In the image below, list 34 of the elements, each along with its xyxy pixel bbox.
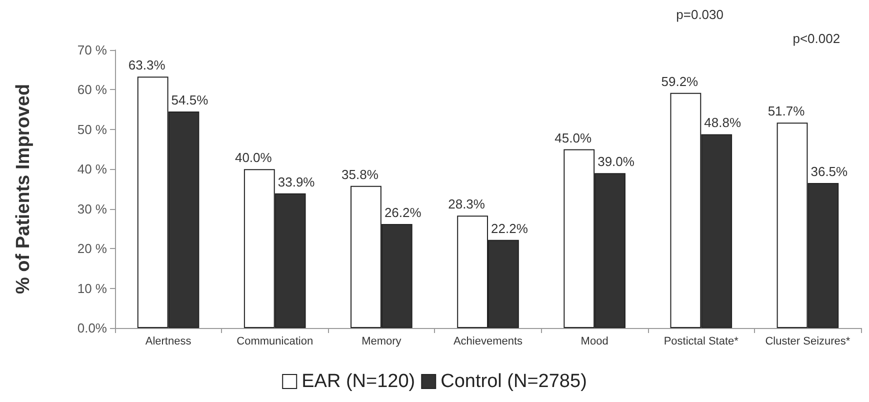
data-label: 48.8% xyxy=(704,115,742,130)
data-label: 39.0% xyxy=(598,154,635,170)
x-tick-label: Postictal State* xyxy=(664,336,740,348)
data-label: 45.0% xyxy=(554,130,592,146)
data-label: 22.2% xyxy=(491,220,528,236)
text: p=0.030 xyxy=(676,7,724,22)
y-tick-label: 10 % xyxy=(77,280,108,296)
data-label: 35.8% xyxy=(342,166,379,182)
data-label: 33.9% xyxy=(278,174,316,190)
y-tick-label: 0.0% xyxy=(77,320,108,336)
data-label: 40.0% xyxy=(234,150,272,166)
data-label: 26.2% xyxy=(384,204,422,220)
y-tick-label: 70 % xyxy=(77,42,108,58)
legend-label: Control (N=2785) xyxy=(440,371,587,392)
x-tick-label: Communication xyxy=(236,336,314,348)
y-tick-label: 30 % xyxy=(77,201,108,216)
data-label: 54.5% xyxy=(171,92,209,108)
data-label: 28.3% xyxy=(448,196,486,212)
legend-label: EAR (N=120) xyxy=(302,371,416,392)
y-tick-label: 60 % xyxy=(77,82,108,98)
y-axis-title: % of Patients Improved xyxy=(13,84,34,294)
y-tick-label: 40 % xyxy=(77,162,108,177)
x-tick-label: Achievements xyxy=(453,336,524,348)
data-label: 36.5% xyxy=(810,164,848,180)
data-label: 51.7% xyxy=(768,104,806,119)
y-tick-label: 20 % xyxy=(77,241,108,256)
text: p<0.002 xyxy=(792,31,840,46)
data-label: 63.3% xyxy=(128,58,166,73)
data-label: 59.2% xyxy=(661,74,699,89)
x-tick-label: Mood xyxy=(580,336,608,348)
x-tick-label: Memory xyxy=(362,336,402,348)
x-tick-label: Alertness xyxy=(145,336,192,348)
y-tick-label: 50 % xyxy=(77,122,108,137)
x-tick-label: Cluster Seizures* xyxy=(765,336,851,348)
